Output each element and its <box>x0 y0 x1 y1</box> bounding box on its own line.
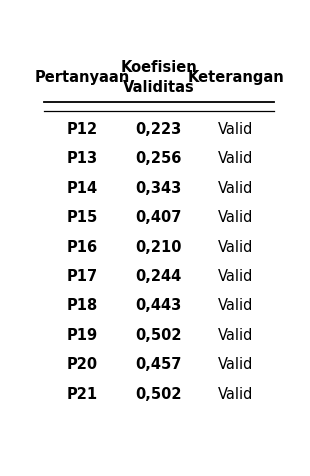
Text: 0,443: 0,443 <box>136 298 182 314</box>
Text: 0,407: 0,407 <box>136 210 182 225</box>
Text: 0,256: 0,256 <box>136 151 182 166</box>
Text: P21: P21 <box>66 387 98 402</box>
Text: Valid: Valid <box>218 239 254 255</box>
Text: Valid: Valid <box>218 387 254 402</box>
Text: Koefisien
Validitas: Koefisien Validitas <box>121 60 197 95</box>
Text: 0,502: 0,502 <box>136 328 182 343</box>
Text: Valid: Valid <box>218 328 254 343</box>
Text: 0,244: 0,244 <box>136 269 182 284</box>
Text: P15: P15 <box>66 210 98 225</box>
Text: P16: P16 <box>66 239 98 255</box>
Text: 0,223: 0,223 <box>136 122 182 137</box>
Text: 0,502: 0,502 <box>136 387 182 402</box>
Text: P20: P20 <box>66 357 98 372</box>
Text: P18: P18 <box>66 298 98 314</box>
Text: P13: P13 <box>66 151 98 166</box>
Text: Valid: Valid <box>218 357 254 372</box>
Text: Valid: Valid <box>218 151 254 166</box>
Text: P17: P17 <box>66 269 98 284</box>
Text: Valid: Valid <box>218 122 254 137</box>
Text: P19: P19 <box>66 328 98 343</box>
Text: P14: P14 <box>66 181 98 196</box>
Text: P12: P12 <box>66 122 98 137</box>
Text: 0,210: 0,210 <box>136 239 182 255</box>
Text: Valid: Valid <box>218 210 254 225</box>
Text: Keterangan: Keterangan <box>187 70 284 85</box>
Text: Valid: Valid <box>218 298 254 314</box>
Text: Pertanyaan: Pertanyaan <box>34 70 130 85</box>
Text: 0,457: 0,457 <box>136 357 182 372</box>
Text: 0,343: 0,343 <box>136 181 182 196</box>
Text: Valid: Valid <box>218 181 254 196</box>
Text: Valid: Valid <box>218 269 254 284</box>
